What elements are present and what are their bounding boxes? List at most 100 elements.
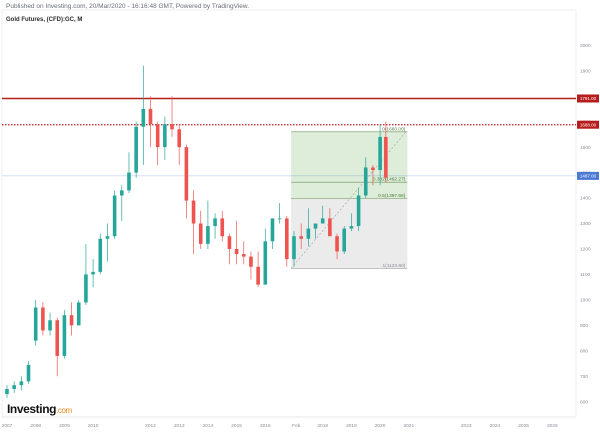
candle-body [69,315,74,326]
candle-body [299,236,303,239]
candle [313,223,318,239]
candle [163,116,167,160]
x-tick-label: 2013 [174,423,185,429]
current-price-tag-bg [577,171,599,180]
y-tick-label: 800 [580,349,588,355]
candle [213,213,217,239]
candle-body [270,218,275,242]
price-level-tag-bg [577,120,599,129]
candle-body [41,307,45,331]
candle-body [120,190,124,196]
candle-body [213,218,217,227]
candle-body [12,385,16,389]
candle-body [76,302,81,326]
x-tick-label: 2023 [461,423,472,429]
candle [342,226,347,255]
price-level-tag-text: 1688.00 [580,122,597,127]
y-tick-label: 1600 [580,145,591,151]
candle [256,251,260,288]
x-tick-label: 2009 [59,423,70,429]
x-tick-label: 2018 [317,423,328,429]
candle-body [112,195,117,237]
published-note: Published on Investing.com, 20/Mar/2020 … [6,3,250,10]
logo-suffix-text: .com [56,406,72,415]
x-tick-label: 2020 [375,423,386,429]
candle-body [48,320,52,331]
x-tick-label: 2025 [518,423,529,429]
y-tick-label: 900 [580,323,588,329]
candle-body [55,320,60,356]
y-tick-label: 1100 [580,272,591,278]
fib-zone-lower [291,198,408,269]
candle-body [320,218,325,224]
candle-body [292,236,296,260]
candle [134,121,138,178]
candle [141,65,146,165]
candle-body [220,218,225,237]
candle [191,190,196,255]
candle [371,164,375,186]
candle-body [26,364,31,382]
candle [155,121,160,165]
candle [84,243,88,305]
fib-level-label: 0.382(1462.27) [373,177,406,183]
candle [69,302,74,336]
candle-body [33,307,38,341]
candle [170,96,174,137]
candle [148,96,153,148]
x-tick-label: 2016 [260,423,271,429]
candle [105,223,110,262]
candle-body [19,381,24,386]
candle-body [349,226,354,229]
y-tick-label: 2000 [580,43,591,49]
candle [299,223,303,249]
y-tick-label: 700 [580,374,588,380]
candle-body [263,241,268,285]
candle-body [198,223,203,244]
candle [263,228,268,285]
fib-level-label: 0(1660.00) [382,126,406,132]
candle [198,210,203,249]
candle [241,241,246,265]
logo-main-text: Investing [7,402,57,416]
candle-body [234,248,239,255]
candle [277,203,282,224]
fib-level-label: 1(1123.80) [383,263,406,269]
candle [184,144,189,219]
candle [76,299,81,326]
candle-body [105,236,110,239]
plot-frame [1,9,577,418]
investing-logo: Investing.com [7,402,72,416]
x-tick-label: 2012 [145,423,156,429]
candle [378,124,382,186]
x-tick-label: 2026 [547,423,558,429]
candle [91,259,95,288]
fib-zone-upper [291,131,408,199]
candle-body [170,124,174,130]
candle-body [227,236,232,249]
candle [335,233,339,260]
candle-body [241,254,246,257]
candle [285,215,289,267]
candle [62,310,67,359]
candle-body [5,388,9,395]
candle [98,233,103,275]
candle-body [98,238,103,272]
x-tick-label: 2019 [346,423,357,429]
candle [384,121,388,183]
candle [349,213,354,232]
candle [270,218,275,249]
candle-body [363,167,368,196]
candle [33,299,38,346]
candle-body [384,136,388,178]
x-tick-label: 2015 [231,423,242,429]
candle [12,381,16,393]
x-tick-label: Feb [292,423,301,429]
candle-body [177,129,181,148]
x-tick-label: 2014 [203,423,214,429]
candle [120,185,124,221]
y-tick-label: 1000 [580,298,591,304]
candle-body [256,266,260,285]
candle-body [313,223,318,229]
